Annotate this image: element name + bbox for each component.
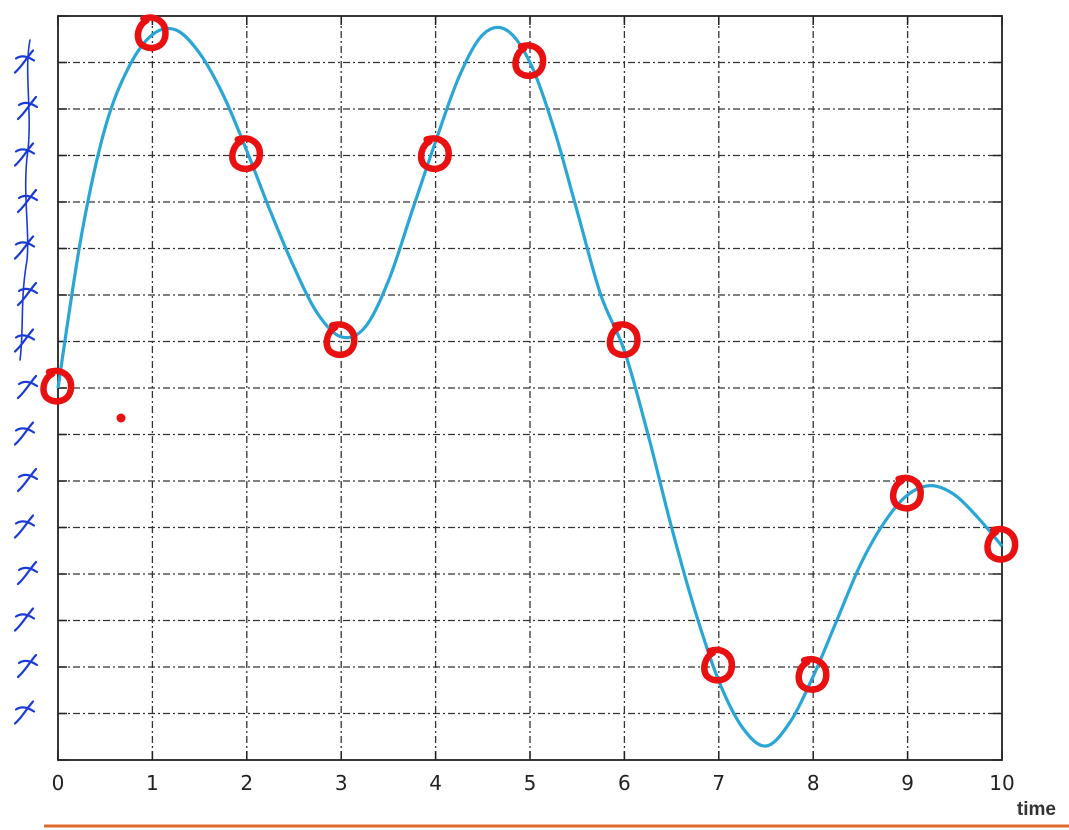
sample-mark (606, 321, 641, 359)
handwritten-scale-mark (13, 328, 36, 353)
x-tick-labels: 0 1 2 3 4 5 6 7 8 9 10 (52, 771, 1015, 795)
sample-mark (701, 646, 736, 684)
sample-mark (417, 135, 452, 173)
x-tick-label: 5 (524, 771, 537, 795)
sample-mark (134, 14, 169, 52)
x-tick-label: 8 (807, 771, 820, 795)
stray-dot (116, 413, 126, 423)
handwritten-scale-mark (16, 374, 39, 400)
x-tick-label: 9 (901, 771, 914, 795)
sample-mark-loop (229, 135, 264, 173)
x-tick-label: 1 (146, 771, 159, 795)
sample-mark-loop (889, 474, 924, 512)
handwritten-scale-mark (13, 49, 36, 74)
x-tick-label: 10 (989, 771, 1014, 795)
handwritten-scale-mark (16, 467, 39, 493)
x-tick-label: 7 (712, 771, 725, 795)
sample-mark (229, 135, 264, 173)
x-tick-label: 2 (240, 771, 253, 795)
handwritten-scale-mark (13, 421, 36, 446)
x-tick-label: 0 (52, 771, 65, 795)
sample-mark-loop (40, 367, 75, 405)
handwritten-scale-mark (16, 188, 39, 214)
x-tick-label: 4 (429, 771, 442, 795)
handwritten-scale-mark (13, 142, 36, 167)
sample-mark-loop (512, 42, 547, 80)
handwritten-brace (19, 39, 31, 361)
sample-mark (512, 42, 547, 80)
grid (58, 16, 1002, 760)
annotation-layer (40, 14, 1019, 693)
sample-mark-loop (134, 14, 169, 52)
handwritten-scale-mark (13, 235, 36, 260)
handwritten-scale-mark (16, 560, 39, 586)
series-line (56, 25, 1004, 748)
handwritten-scale-mark (13, 514, 36, 539)
handwritten-scale-mark (16, 653, 39, 679)
ticks (57, 15, 1003, 761)
sample-mark-loop (606, 321, 641, 359)
sample-mark-loop (701, 646, 736, 684)
x-tick-label: 3 (335, 771, 348, 795)
series-layer (56, 25, 1004, 748)
sample-mark (984, 525, 1019, 563)
sample-mark (40, 367, 75, 405)
sample-mark-loop (417, 135, 452, 173)
sample-mark (323, 321, 358, 359)
sample-mark (795, 656, 830, 693)
sample-mark-loop (795, 656, 830, 693)
handwritten-scale-mark (16, 281, 39, 307)
sample-mark (889, 474, 924, 512)
handwritten-scale-mark (16, 95, 39, 121)
handwritten-scale (13, 39, 39, 725)
sample-mark-loop (323, 321, 358, 359)
handwritten-scale-mark (13, 607, 36, 632)
x-axis-label: time (1017, 799, 1056, 820)
handwritten-scale-mark (13, 700, 36, 725)
sample-mark-loop (984, 525, 1019, 563)
x-tick-label: 6 (618, 771, 631, 795)
